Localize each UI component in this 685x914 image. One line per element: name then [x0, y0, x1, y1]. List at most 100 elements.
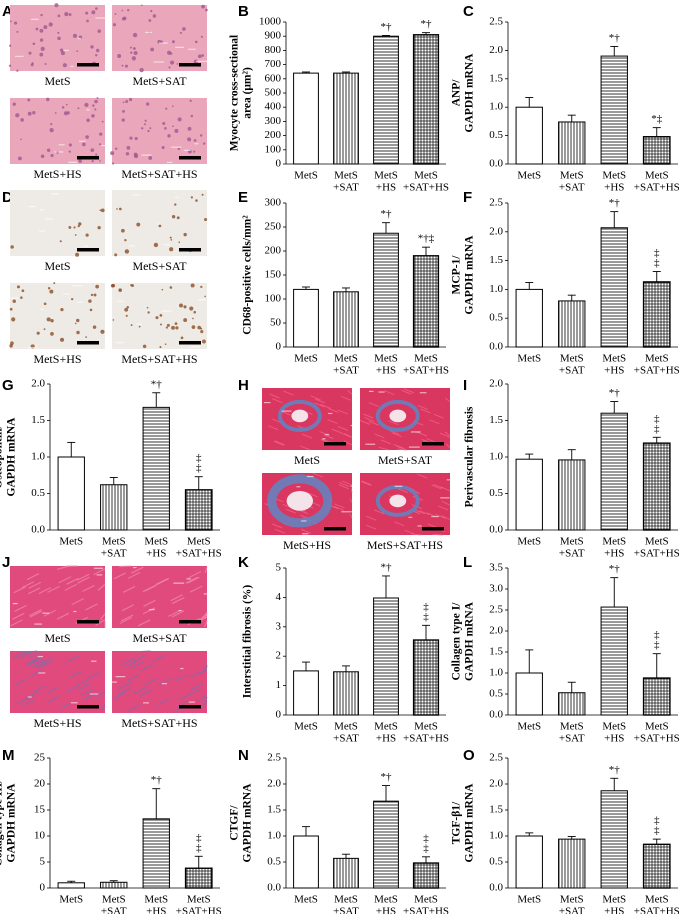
micrograph-label: MetS+SAT	[132, 74, 187, 88]
stain-spot	[126, 305, 129, 309]
y-axis-label: Myocyte cross-sectional	[229, 35, 241, 151]
stain-spot	[179, 303, 184, 308]
tissue-gap	[341, 511, 352, 513]
fiber	[142, 585, 156, 593]
stain-spot	[77, 107, 80, 110]
tissue-gap	[378, 391, 385, 393]
fiber	[359, 419, 371, 425]
tissue-gap	[58, 144, 65, 146]
stain-spot	[200, 285, 203, 289]
fiber	[95, 691, 106, 699]
stain-spot	[150, 9, 153, 13]
tissue-gap	[115, 676, 126, 678]
x-tick-label: +SAT	[333, 906, 359, 914]
x-tick-label: MetS	[517, 894, 541, 906]
fiber	[58, 576, 72, 584]
tissue-gap	[145, 31, 153, 34]
y-tick-label: 0.0	[489, 524, 503, 536]
stain-spot	[169, 236, 172, 239]
fiber	[437, 505, 449, 511]
fiber	[361, 480, 372, 486]
x-tick-label: MetS	[602, 170, 626, 182]
stain-spot	[171, 40, 175, 44]
x-tick-label: MetS	[414, 170, 438, 182]
stain-spot	[20, 296, 23, 299]
panel-letter: N	[238, 747, 249, 764]
stain-spot	[187, 137, 192, 142]
fiber	[17, 696, 31, 704]
tissue-gap	[141, 154, 152, 156]
fiber	[85, 603, 98, 611]
micrograph-bg	[112, 283, 207, 349]
stain-spot	[148, 19, 152, 22]
stain-spot	[100, 329, 105, 334]
fiber	[435, 513, 446, 519]
fiber	[38, 661, 51, 669]
bar	[642, 843, 671, 889]
fiber	[128, 704, 141, 712]
bar	[333, 291, 359, 348]
bar	[515, 458, 543, 531]
fiber	[27, 658, 40, 666]
vessel-fibrosis	[375, 399, 420, 432]
fiber	[268, 425, 279, 431]
tissue-gap	[39, 308, 44, 310]
tissue-gap	[84, 245, 88, 247]
vessel-fibrosis	[277, 399, 322, 432]
micrograph	[112, 190, 211, 257]
stain-spot	[27, 98, 31, 102]
significance-mark: ‡	[654, 629, 660, 641]
stain-spot	[182, 27, 186, 31]
bar	[558, 121, 586, 165]
tissue-gap	[327, 412, 333, 415]
x-tick-label: MetS	[602, 536, 626, 548]
y-tick-label: 250	[265, 221, 282, 233]
stain-spot	[95, 153, 98, 156]
tissue-gap	[38, 672, 46, 674]
y-tick-label: 0.0	[489, 882, 503, 894]
x-tick-label: MetS	[517, 170, 541, 182]
fiber	[202, 700, 208, 708]
y-tick-label: 1.0	[489, 451, 503, 463]
stain-spot	[125, 152, 130, 156]
fiber	[444, 397, 451, 403]
stain-spot	[147, 129, 150, 133]
micrograph	[10, 565, 106, 628]
stain-spot	[159, 314, 163, 317]
tissue-gap	[301, 520, 307, 522]
fiber	[69, 670, 82, 679]
bar	[515, 835, 543, 889]
fiber	[204, 620, 208, 628]
stain-spot	[12, 102, 16, 106]
significance-mark: *†	[609, 387, 621, 399]
fiber	[21, 581, 35, 589]
fiber	[133, 687, 146, 695]
stain-spot	[124, 249, 130, 254]
fiber	[122, 585, 136, 593]
fiber	[29, 610, 43, 618]
tissue-gap	[86, 109, 90, 111]
stain-spot	[88, 299, 92, 303]
fiber	[397, 488, 408, 494]
stain-spot	[78, 159, 83, 163]
fiber	[300, 528, 312, 534]
tissue-gap	[174, 196, 180, 198]
fiber	[121, 604, 135, 612]
stain-spot	[193, 139, 197, 142]
tissue-gap	[167, 161, 173, 164]
stain-spot	[13, 21, 18, 25]
fiber	[38, 587, 52, 595]
bar	[373, 800, 399, 889]
y-tick-label: 1.5	[489, 646, 503, 658]
stain-spot	[64, 12, 69, 17]
fiber	[100, 704, 106, 711]
stain-spot	[190, 283, 195, 288]
y-tick-label: 1.0	[489, 667, 503, 679]
fiber	[274, 440, 285, 446]
bar	[293, 72, 319, 165]
fiber	[76, 678, 89, 687]
stain-spot	[200, 35, 203, 38]
y-tick-label: 0.5	[489, 129, 503, 141]
x-tick-label: MetS	[645, 721, 669, 733]
fiber	[445, 443, 451, 449]
